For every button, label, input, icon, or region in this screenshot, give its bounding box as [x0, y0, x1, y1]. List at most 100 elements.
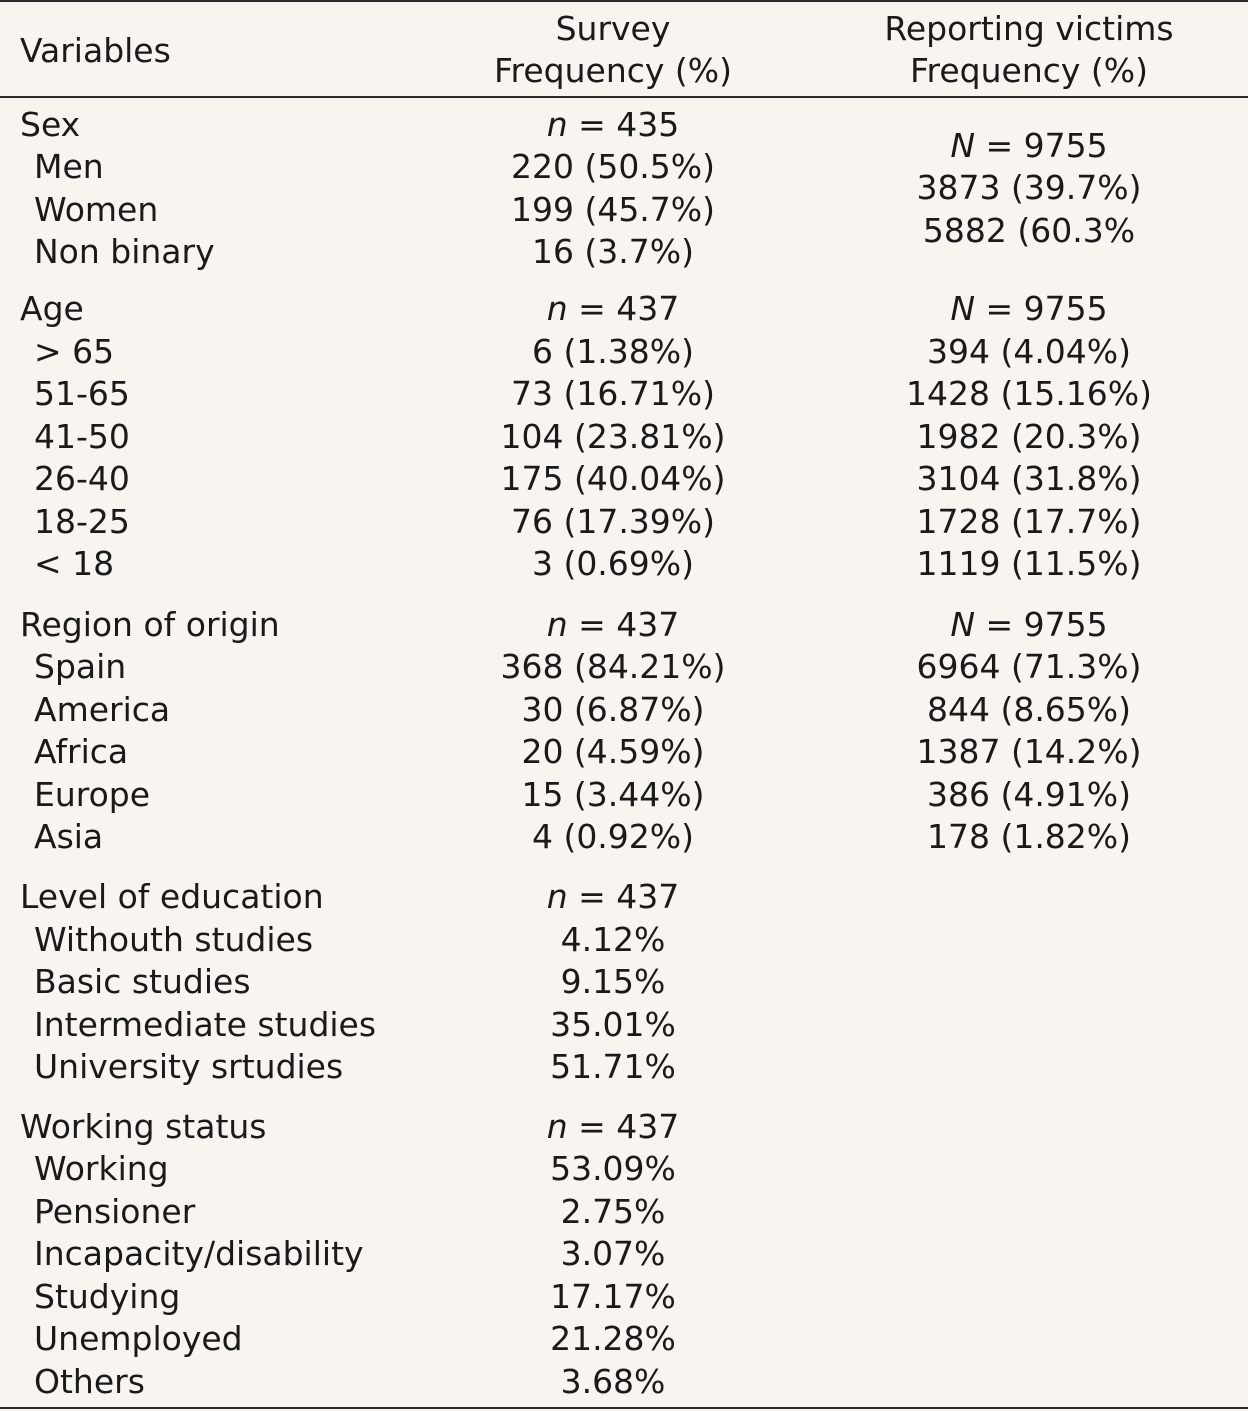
n-symbol: n: [546, 877, 568, 916]
age-victims-n: N = 9755: [829, 288, 1229, 330]
survey-value: 2.75%: [560, 1192, 666, 1231]
row-label: Working: [34, 1149, 169, 1188]
victims-value: 1982 (20.3%): [916, 417, 1142, 456]
survey-value: 3.68%: [560, 1362, 666, 1401]
survey-value: 175 (40.04%): [500, 459, 726, 498]
row-label: Men: [34, 147, 104, 186]
survey-value: 53.09%: [550, 1149, 676, 1188]
n-value: = 9755: [975, 605, 1108, 644]
header-survey-line2: Frequency (%): [493, 51, 733, 90]
sex-survey-n: n = 435: [413, 104, 813, 146]
survey-value: 199 (45.7%): [510, 190, 716, 229]
n-symbol: N: [950, 605, 976, 644]
victims-value: 844 (8.65%): [926, 690, 1132, 729]
victims-value: 1728 (17.7%): [916, 502, 1142, 541]
row-label: 26-40: [34, 459, 130, 498]
row-label: < 18: [34, 544, 115, 583]
n-value: = 437: [567, 877, 680, 916]
survey-value: 3 (0.69%): [531, 544, 695, 583]
row-label: Spain: [34, 647, 127, 686]
row-label: Europe: [34, 775, 151, 814]
survey-value: 76 (17.39%): [510, 502, 716, 541]
region-victims-n: N = 9755: [829, 604, 1229, 646]
header-victims: Reporting victims Frequency (%): [829, 8, 1229, 92]
section-label-working: Working status: [20, 1107, 267, 1146]
victims-value: 6964 (71.3%): [916, 647, 1142, 686]
victims-value: 3104 (31.8%): [916, 459, 1142, 498]
row-label: University srtudies: [34, 1047, 344, 1086]
row-label: Asia: [34, 817, 104, 856]
n-value: = 435: [567, 105, 680, 144]
row-label: Women: [34, 190, 159, 229]
education-survey-n: n = 437: [413, 876, 813, 918]
n-value: = 437: [567, 1107, 680, 1146]
region-survey-n: n = 437: [413, 604, 813, 646]
row-label: 18-25: [34, 502, 130, 541]
n-symbol: N: [950, 126, 976, 165]
section-label-region: Region of origin: [20, 605, 280, 644]
n-symbol: n: [546, 1107, 568, 1146]
header-variables: Variables: [20, 31, 171, 70]
row-label: Incapacity/disability: [34, 1234, 364, 1273]
survey-value: 30 (6.87%): [521, 690, 705, 729]
header-survey: Survey Frequency (%): [413, 8, 813, 92]
header-victims-line1: Reporting victims: [884, 9, 1174, 48]
section-label-age: Age: [20, 289, 84, 328]
table-bottom-rule: [0, 1407, 1248, 1409]
victims-value: 1428 (15.16%): [905, 374, 1153, 413]
row-label: America: [34, 690, 171, 729]
victims-value: 394 (4.04%): [926, 332, 1132, 371]
row-label: Non binary: [34, 232, 215, 271]
survey-value: 4.12%: [560, 920, 666, 959]
header-victims-line2: Frequency (%): [909, 51, 1149, 90]
survey-value: 73 (16.71%): [510, 374, 716, 413]
n-symbol: n: [546, 289, 568, 328]
row-label: Pensioner: [34, 1192, 196, 1231]
survey-value: 3.07%: [560, 1234, 666, 1273]
survey-value: 4 (0.92%): [531, 817, 695, 856]
survey-value: 21.28%: [550, 1319, 676, 1358]
row-label: 51-65: [34, 374, 130, 413]
survey-value: 104 (23.81%): [500, 417, 726, 456]
row-label: Basic studies: [34, 962, 251, 1001]
n-value: = 437: [567, 289, 680, 328]
row-label: Studying: [34, 1277, 181, 1316]
section-label-education: Level of education: [20, 877, 324, 916]
survey-value: 16 (3.7%): [531, 232, 695, 271]
survey-value: 20 (4.59%): [521, 732, 705, 771]
survey-value: 368 (84.21%): [500, 647, 726, 686]
sex-victims-n: N = 9755: [829, 125, 1229, 167]
row-label: Others: [34, 1362, 145, 1401]
survey-value: 6 (1.38%): [531, 332, 695, 371]
header-survey-line1: Survey: [555, 9, 671, 48]
survey-value: 15 (3.44%): [521, 775, 705, 814]
n-symbol: N: [950, 289, 976, 328]
row-label: Withouth studies: [34, 920, 314, 959]
n-symbol: n: [546, 605, 568, 644]
section-label-sex: Sex: [20, 105, 81, 144]
row-label: Unemployed: [34, 1319, 243, 1358]
table-header-rule: [0, 96, 1248, 98]
age-survey-n: n = 437: [413, 288, 813, 330]
survey-value: 51.71%: [550, 1047, 676, 1086]
victims-value: 1387 (14.2%): [916, 732, 1142, 771]
n-value: = 9755: [975, 126, 1108, 165]
survey-value: 220 (50.5%): [510, 147, 716, 186]
n-symbol: n: [546, 105, 568, 144]
victims-value: 5882 (60.3%: [922, 211, 1136, 250]
survey-value: 35.01%: [550, 1005, 676, 1044]
row-label: 41-50: [34, 417, 130, 456]
row-label: Africa: [34, 732, 129, 771]
working-survey-n: n = 437: [413, 1106, 813, 1148]
table-top-rule: [0, 0, 1248, 2]
n-value: = 9755: [975, 289, 1108, 328]
victims-value: 3873 (39.7%): [916, 168, 1142, 207]
row-label: Intermediate studies: [34, 1005, 377, 1044]
row-label: > 65: [34, 332, 115, 371]
victims-value: 178 (1.82%): [926, 817, 1132, 856]
n-value: = 437: [567, 605, 680, 644]
victims-value: 1119 (11.5%): [916, 544, 1142, 583]
victims-value: 386 (4.91%): [926, 775, 1132, 814]
survey-value: 9.15%: [560, 962, 666, 1001]
survey-value: 17.17%: [550, 1277, 676, 1316]
